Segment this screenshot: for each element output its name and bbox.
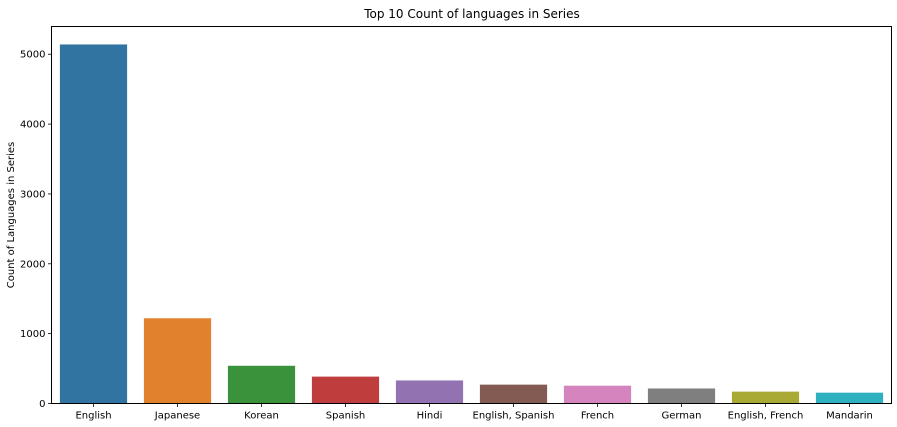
x-tick-label: Hindi: [417, 411, 443, 422]
x-tick-label: English, Spanish: [473, 411, 555, 422]
x-tick-label: Mandarin: [826, 411, 873, 422]
y-tick-label: 2000: [20, 259, 45, 270]
plot-frame: [51, 26, 892, 404]
bar-japanese: [143, 318, 212, 404]
y-tick-label: 0: [39, 399, 45, 410]
y-tick-label: 4000: [20, 120, 45, 131]
y-axis-label: Count of Languages in Series: [6, 142, 17, 288]
x-tick-label: German: [661, 411, 701, 422]
y-axis: 0 1000 2000 3000 4000 5000: [20, 50, 52, 410]
y-tick-label: 3000: [20, 189, 45, 200]
x-tick-label: English, French: [728, 411, 804, 422]
bar-hindi: [395, 380, 464, 404]
bar-german: [647, 388, 716, 404]
bar-english-spanish: [479, 384, 548, 404]
bar-french: [563, 385, 632, 404]
x-tick-label: Japanese: [154, 411, 200, 422]
x-tick-label: French: [581, 411, 614, 422]
bar-korean: [227, 365, 296, 404]
y-tick-label: 1000: [20, 329, 45, 340]
bar-spanish: [311, 376, 380, 404]
x-tick-label: Korean: [244, 411, 279, 422]
bar-english: [59, 44, 128, 404]
bar-english-french: [731, 391, 800, 404]
bar-mandarin: [815, 392, 884, 404]
x-axis: English Japanese Korean Spanish Hindi English…: [75, 403, 873, 422]
x-tick-label: Spanish: [326, 411, 366, 422]
y-tick-label: 5000: [20, 50, 45, 61]
x-tick-label: English: [75, 411, 111, 422]
bars-group: [59, 44, 884, 404]
chart-title: Top 10 Count of languages in Series: [363, 7, 580, 21]
